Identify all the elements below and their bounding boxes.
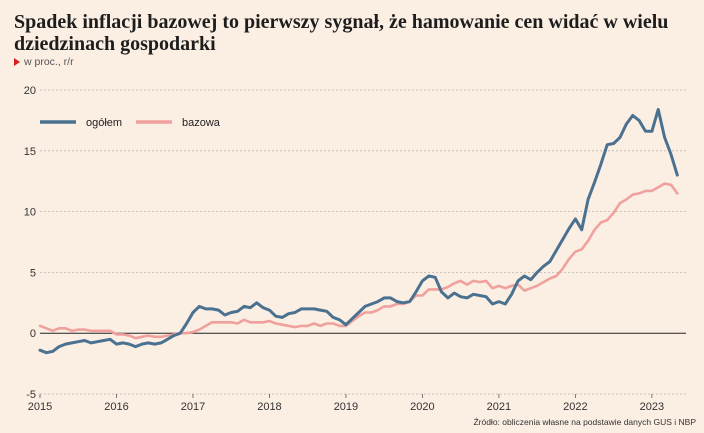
x-tick-label: 2022 xyxy=(563,401,587,413)
chart-subtitle: w proc., r/r xyxy=(14,56,74,68)
y-tick-label: 10 xyxy=(24,207,36,219)
x-tick-label: 2017 xyxy=(181,401,205,413)
x-tick-label: 2020 xyxy=(410,401,434,413)
y-tick-label: -5 xyxy=(26,389,36,401)
y-tick-label: 20 xyxy=(24,85,36,97)
series-line-bazowa xyxy=(38,182,679,340)
legend-ogolem-label: ogółem xyxy=(86,117,122,129)
x-tick-label: 2019 xyxy=(334,401,358,413)
x-tick-label: 2018 xyxy=(257,401,281,413)
source-note: Źródło: obliczenia własne na podstawie d… xyxy=(473,417,696,427)
x-tick-label: 2021 xyxy=(487,401,511,413)
chart-title: Spadek inflacji bazowej to pierwszy sygn… xyxy=(14,11,669,55)
series-line-ogolem xyxy=(38,108,679,355)
legend-bazowa-label: bazowa xyxy=(182,117,221,129)
subtitle-text: w proc., r/r xyxy=(24,56,74,68)
y-tick-label: 0 xyxy=(30,328,36,340)
x-tick-label: 2023 xyxy=(640,401,664,413)
y-tick-label: 5 xyxy=(30,267,36,279)
y-tick-label: 15 xyxy=(24,146,36,158)
subtitle-marker-icon xyxy=(14,58,20,66)
x-tick-label: 2016 xyxy=(104,401,128,413)
x-tick-label: 2015 xyxy=(28,401,52,413)
